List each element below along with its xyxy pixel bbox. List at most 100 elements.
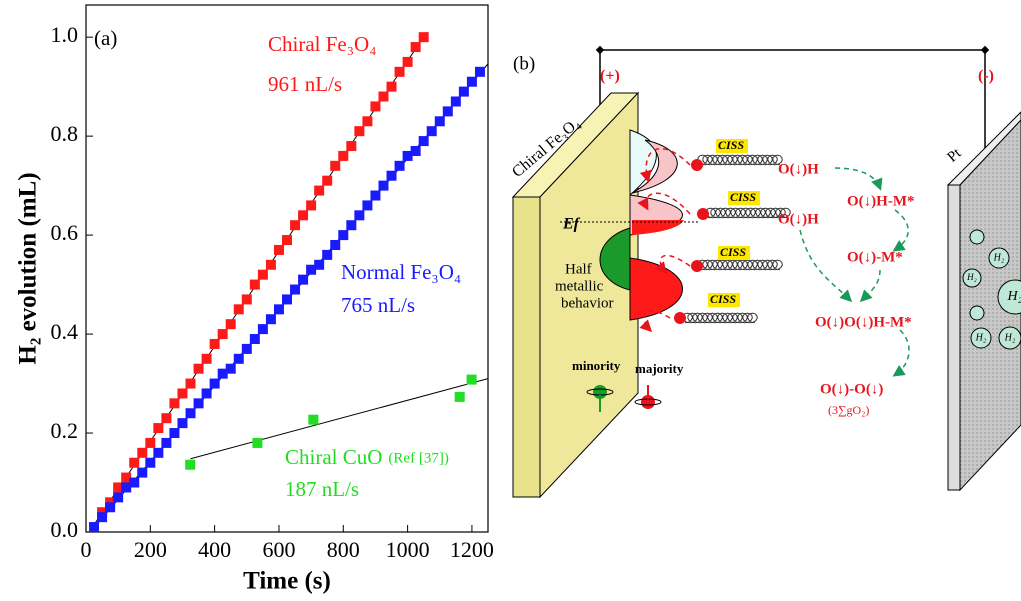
y-tick-label: 1.0	[51, 22, 79, 47]
data-point	[218, 329, 228, 339]
ciss-label: CISS	[718, 138, 744, 152]
series-label: Normal Fe₃O₄	[341, 260, 461, 284]
bubble-label: H₂	[966, 272, 977, 282]
wire-node	[596, 46, 604, 54]
data-point	[387, 171, 397, 181]
half-metal-label: metallic	[555, 278, 604, 294]
x-tick-label: 400	[198, 537, 231, 562]
data-point	[475, 67, 485, 77]
data-point	[322, 250, 332, 260]
data-point	[169, 428, 179, 438]
data-point	[306, 200, 316, 210]
data-point	[177, 418, 187, 428]
data-point	[252, 438, 262, 448]
reaction-step: O(↓)H-M*	[847, 193, 914, 209]
data-point	[435, 116, 445, 126]
data-point	[266, 314, 276, 324]
wire-node	[981, 46, 989, 54]
figure: 0200400600800100012000.00.20.40.60.81.0T…	[0, 0, 1021, 601]
data-point	[338, 151, 348, 161]
bubble-label: H₂	[1004, 332, 1016, 343]
cathode-label: Pt	[944, 145, 965, 166]
data-point	[129, 458, 139, 468]
data-point	[97, 512, 107, 522]
data-point	[194, 398, 204, 408]
reaction-step: O(↓)-M*	[847, 249, 903, 265]
data-point	[298, 210, 308, 220]
data-point	[395, 161, 405, 171]
series-rate: 961 nL/s	[268, 72, 342, 96]
data-point	[234, 304, 244, 314]
data-point	[145, 438, 155, 448]
data-point	[314, 260, 324, 270]
ciss-label: CISS	[730, 190, 756, 204]
data-point	[194, 364, 204, 374]
data-point	[411, 146, 421, 156]
data-point	[258, 324, 268, 334]
y-tick-label: 0.4	[51, 319, 79, 344]
half-metal-label: behavior	[561, 295, 613, 311]
spin-label: majority	[635, 361, 684, 376]
panel-label: (a)	[94, 26, 117, 50]
spin-label: minority	[572, 358, 621, 373]
data-point	[338, 230, 348, 240]
data-point	[282, 235, 292, 245]
bubble-label: H₂	[975, 332, 987, 343]
data-point	[153, 448, 163, 458]
data-point	[274, 304, 284, 314]
data-point	[250, 280, 260, 290]
data-point	[322, 176, 332, 186]
data-point	[419, 136, 429, 146]
data-point	[250, 334, 260, 344]
data-point	[308, 415, 318, 425]
series-note: (Ref [37])	[388, 450, 448, 466]
data-point	[137, 448, 147, 458]
ciss-label: CISS	[710, 292, 736, 306]
reaction-step: O(↓)H	[778, 161, 819, 177]
data-point	[370, 191, 380, 201]
data-point	[459, 87, 469, 97]
data-point	[330, 240, 340, 250]
fermi-label: Ef	[562, 216, 581, 233]
data-point	[186, 408, 196, 418]
x-tick-label: 1200	[450, 537, 494, 562]
reaction-step: O(↓)-O(↓)	[820, 381, 883, 397]
data-point	[354, 210, 364, 220]
data-point	[362, 200, 372, 210]
data-point	[234, 354, 244, 364]
reaction-step: O(↓)O(↓)H-M*	[815, 314, 912, 330]
x-axis-label: Time (s)	[243, 568, 331, 595]
data-point	[362, 116, 372, 126]
data-point	[177, 388, 187, 398]
electrode-sign: (-)	[978, 68, 994, 85]
data-point	[105, 502, 115, 512]
series-rate: 187 nL/s	[285, 477, 359, 501]
data-point	[161, 413, 171, 423]
dos-lobe-majority	[630, 258, 683, 320]
bubble-label: H₂	[1007, 289, 1021, 304]
panel-label: (b)	[513, 53, 535, 74]
half-metal-label: Half	[565, 261, 592, 277]
data-point	[186, 379, 196, 389]
x-tick-label: 1000	[386, 537, 430, 562]
data-point	[226, 319, 236, 329]
series-label: Chiral Fe₃O₄	[268, 32, 377, 56]
series-label: Chiral CuO	[285, 445, 382, 469]
data-point	[282, 294, 292, 304]
data-point	[266, 260, 276, 270]
data-point	[370, 101, 380, 111]
data-point	[153, 423, 163, 433]
data-point	[298, 275, 308, 285]
reaction-step: O(↓)H	[778, 211, 819, 227]
x-tick-label: 600	[262, 537, 295, 562]
data-point	[145, 458, 155, 468]
data-point	[314, 186, 324, 196]
cathode-side	[948, 185, 960, 490]
data-point	[378, 92, 388, 102]
data-point	[161, 438, 171, 448]
data-point	[242, 294, 252, 304]
anode-side	[513, 197, 540, 497]
data-point	[403, 57, 413, 67]
product-note: (3∑gO₂)	[828, 403, 869, 417]
data-point	[113, 492, 123, 502]
